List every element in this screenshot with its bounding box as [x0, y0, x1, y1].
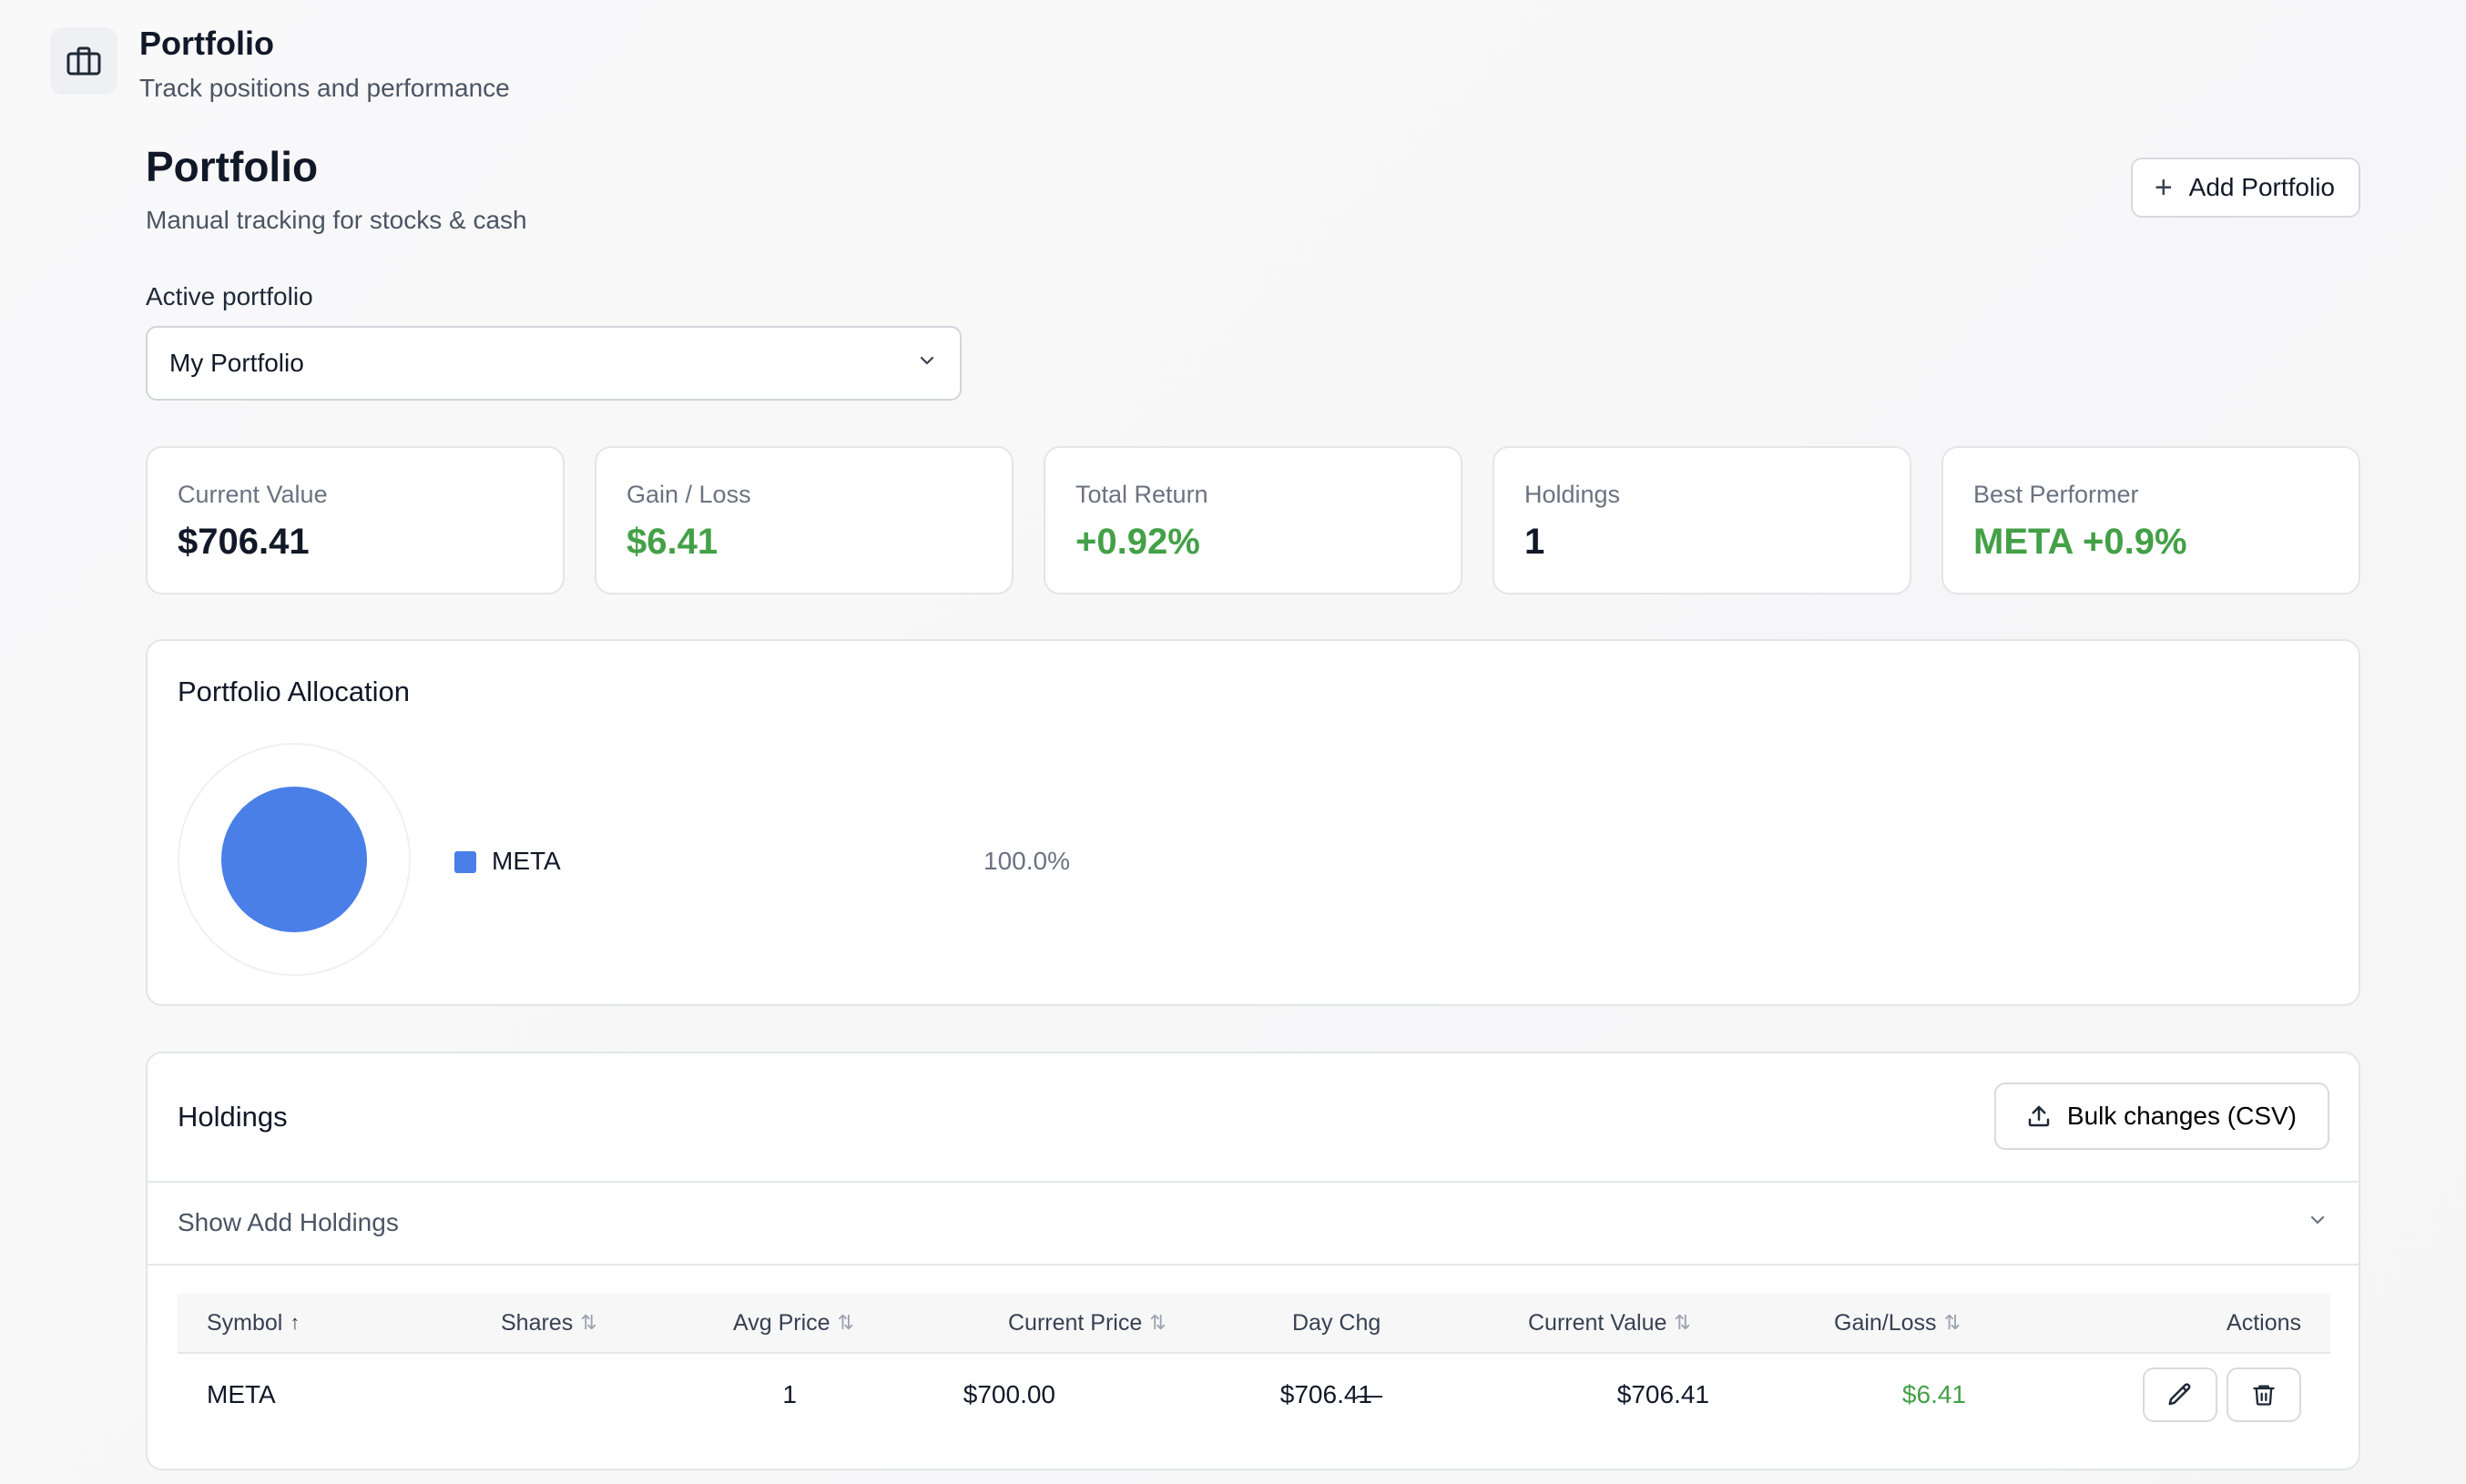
stats-row: Current Value $706.41 Gain / Loss $6.41 … [146, 446, 2360, 595]
pie-slice-meta[interactable] [221, 787, 367, 932]
app-title: Portfolio [139, 25, 274, 62]
cell-symbol: META [207, 1380, 276, 1408]
sort-icon: ⇅ [1943, 1311, 1961, 1334]
cell-actions [2143, 1354, 2301, 1436]
chevron-down-icon [2307, 1208, 2328, 1237]
legend-label-meta: META [492, 847, 561, 875]
stat-label: Current Value [178, 481, 328, 508]
stat-label: Gain / Loss [627, 481, 751, 508]
edit-button[interactable] [2143, 1367, 2217, 1422]
allocation-card: Portfolio Allocation META 100.0% [146, 639, 2360, 1006]
column-header-actions: Actions [2227, 1294, 2301, 1352]
column-header-label: Actions [2227, 1309, 2301, 1336]
show-add-holdings-toggle[interactable]: Show Add Holdings [178, 1208, 2328, 1237]
cell-current-value: $706.41 [1616, 1380, 1709, 1408]
main-content: Portfolio Manual tracking for stocks & c… [146, 141, 2360, 1470]
delete-button[interactable] [2227, 1367, 2301, 1422]
sort-icon: ⇅ [837, 1311, 854, 1334]
column-header-label: Current Price [1008, 1309, 1143, 1336]
pencil-icon [2168, 1383, 2191, 1406]
column-header-label: Current Value [1528, 1309, 1667, 1336]
allocation-pie-chart [178, 743, 411, 976]
column-header-current-value[interactable]: Current Value ⇅ [1528, 1294, 1691, 1352]
holdings-card: Holdings Bulk changes (CSV) Show Add Hol… [146, 1052, 2360, 1470]
stat-label: Total Return [1075, 481, 1208, 508]
app-subtitle: Track positions and performance [139, 74, 510, 102]
column-header-current-price[interactable]: Current Price ⇅ [1008, 1294, 1167, 1352]
stat-card-best-performer: Best Performer META +0.9% [1941, 446, 2360, 595]
stat-value: $706.41 [178, 522, 310, 562]
table-header: Symbol ↑ Shares ⇅ Avg Price ⇅ Current Pr… [178, 1294, 2330, 1354]
table-row: META 1 $700.00 $706.41 — $706.41 $6.41 [178, 1354, 2330, 1436]
stat-card-current-value: Current Value $706.41 [146, 446, 565, 595]
page-title: Portfolio [146, 143, 319, 190]
add-portfolio-label: Add Portfolio [2188, 173, 2335, 201]
column-header-label: Avg Price [733, 1309, 830, 1336]
bulk-changes-button[interactable]: Bulk changes (CSV) [1993, 1083, 2329, 1150]
column-header-gain-loss[interactable]: Gain/Loss ⇅ [1834, 1294, 1961, 1352]
page-subtitle: Manual tracking for stocks & cash [146, 206, 527, 234]
plus-icon: + [2154, 170, 2173, 205]
stat-value: $6.41 [627, 522, 718, 562]
stat-value: META +0.9% [1973, 522, 2187, 562]
cell-day-chg: — [1357, 1380, 1382, 1408]
briefcase-icon [50, 27, 117, 95]
column-header-day-chg: Day Chg [1292, 1294, 1381, 1352]
column-header-shares[interactable]: Shares ⇅ [501, 1294, 597, 1352]
column-header-label: Shares [501, 1309, 574, 1336]
bulk-changes-label: Bulk changes (CSV) [2066, 1102, 2297, 1130]
divider [148, 1264, 2359, 1265]
stat-card-holdings: Holdings 1 [1493, 446, 1911, 595]
cell-avg-price: $700.00 [963, 1380, 1055, 1408]
add-portfolio-button[interactable]: + Add Portfolio [2130, 158, 2360, 218]
active-portfolio-select[interactable]: My Portfolio [146, 326, 962, 401]
holdings-title: Holdings [178, 1101, 288, 1133]
cell-shares: 1 [782, 1380, 797, 1408]
show-add-holdings-label: Show Add Holdings [178, 1208, 399, 1236]
stat-card-total-return: Total Return +0.92% [1044, 446, 1462, 595]
cell-current-price: $706.41 [1279, 1380, 1372, 1408]
trash-icon [2253, 1385, 2275, 1406]
column-header-symbol[interactable]: Symbol ↑ [207, 1294, 300, 1352]
column-header-label: Day Chg [1292, 1309, 1381, 1336]
stat-value: +0.92% [1075, 522, 1200, 562]
active-portfolio-label: Active portfolio [146, 282, 313, 310]
allocation-title: Portfolio Allocation [178, 676, 411, 707]
sort-icon: ⇅ [1149, 1311, 1167, 1334]
column-header-label: Gain/Loss [1834, 1309, 1937, 1336]
app-header: Portfolio Track positions and performanc… [50, 27, 510, 104]
active-portfolio-value: My Portfolio [169, 349, 304, 377]
column-header-label: Symbol [207, 1309, 283, 1336]
chevron-down-icon [916, 349, 938, 378]
sort-asc-icon: ↑ [290, 1311, 301, 1334]
legend-percent-meta: 100.0% [983, 847, 1070, 875]
sort-icon: ⇅ [580, 1311, 597, 1334]
cell-gain-loss: $6.41 [1901, 1380, 1966, 1408]
column-header-avg-price[interactable]: Avg Price ⇅ [733, 1294, 854, 1352]
holdings-table: Symbol ↑ Shares ⇅ Avg Price ⇅ Current Pr… [178, 1294, 2330, 1436]
stat-label: Best Performer [1973, 481, 2139, 508]
upload-icon [2028, 1105, 2050, 1127]
stat-value: 1 [1524, 522, 1545, 562]
legend-swatch-meta [454, 851, 476, 873]
divider [148, 1181, 2359, 1183]
stat-label: Holdings [1524, 481, 1621, 508]
sort-icon: ⇅ [1674, 1311, 1691, 1334]
stat-card-gain-loss: Gain / Loss $6.41 [595, 446, 1014, 595]
